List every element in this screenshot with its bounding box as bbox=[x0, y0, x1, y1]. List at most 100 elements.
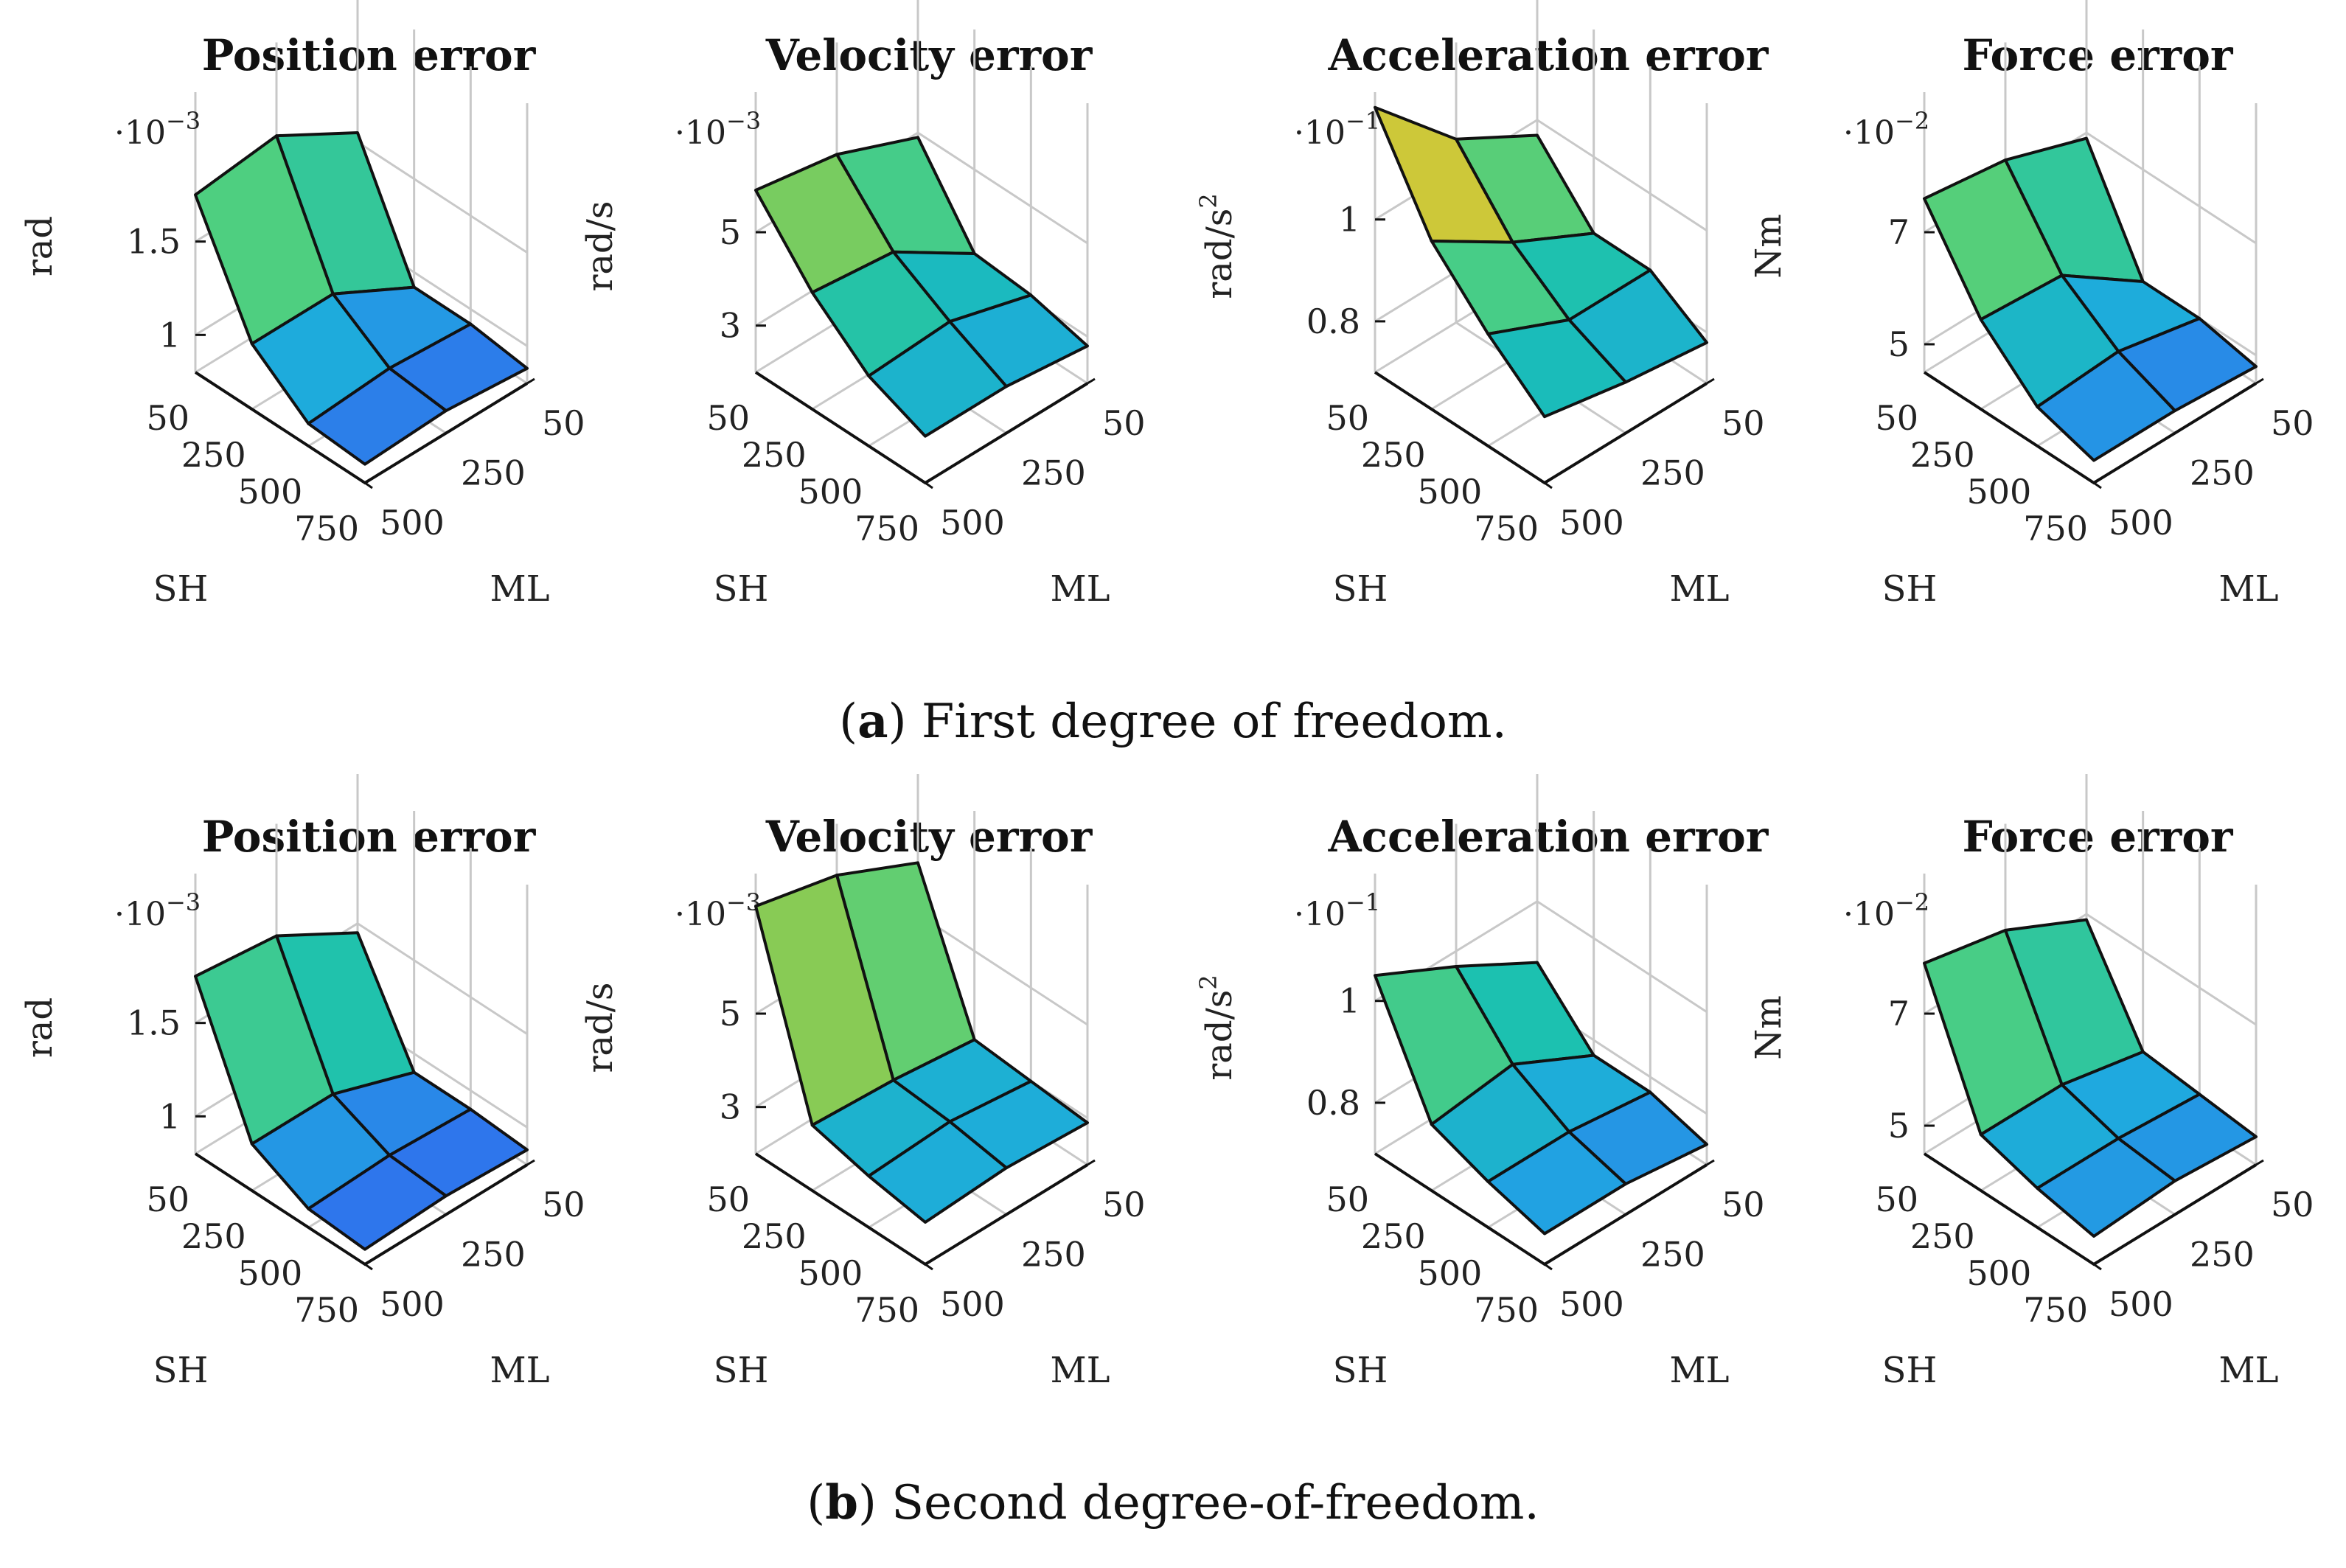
sh-tick-label: 250 bbox=[1910, 435, 1975, 475]
surface-patch bbox=[2036, 1137, 2176, 1238]
sh-tick-label: 750 bbox=[294, 509, 359, 548]
z-axis-label: rad/s bbox=[579, 201, 621, 291]
ml-axis-label: ML bbox=[1669, 1350, 1729, 1391]
z-label-text: rad/s bbox=[1199, 990, 1240, 1081]
ml-tick-mark bbox=[1544, 1258, 1553, 1266]
z-multiplier: ·10−2 bbox=[1843, 888, 1929, 933]
sh-axis-label: SH bbox=[153, 1350, 209, 1391]
z-tick-label: 0.8 bbox=[1306, 302, 1360, 341]
z-tick-label: 3 bbox=[720, 306, 741, 346]
ml-tick-mark bbox=[1706, 377, 1715, 385]
z-multiplier: ·10−3 bbox=[114, 107, 201, 152]
sh-tick-mark bbox=[1924, 1152, 1932, 1160]
ml-tick-label: 250 bbox=[1640, 1235, 1705, 1275]
z-tick-label: 1.5 bbox=[127, 1003, 181, 1043]
multiplier-exponent: −3 bbox=[166, 107, 201, 135]
caption-a-text: ) First degree of freedom. bbox=[888, 694, 1507, 749]
chart-title: Velocity error bbox=[765, 812, 1093, 862]
sh-tick-label: 50 bbox=[146, 398, 189, 438]
ml-tick-label: 500 bbox=[2109, 1284, 2173, 1324]
sh-tick-label: 500 bbox=[798, 1253, 863, 1293]
sh-tick-label: 50 bbox=[1875, 1180, 1918, 1219]
surface-patch bbox=[2036, 349, 2176, 462]
sh-tick-mark bbox=[1374, 371, 1383, 379]
surface-plot-a-2: Velocity error35·10−3rad/s50250500750SH5… bbox=[579, 0, 1146, 610]
plots-layer: Position error11.5·10−3rad50250500750SH5… bbox=[19, 0, 2314, 1391]
multiplier-base: ·10 bbox=[1294, 896, 1346, 933]
ml-tick-mark bbox=[364, 477, 373, 484]
ml-tick-label: 50 bbox=[2271, 403, 2314, 443]
sh-tick-label: 50 bbox=[1326, 1180, 1369, 1219]
multiplier-base: ·10 bbox=[675, 114, 726, 152]
ml-tick-mark bbox=[1006, 428, 1014, 434]
surface-plot-a-4: Force error57·10−2Nm50250500750SH5025050… bbox=[1748, 0, 2314, 610]
multiplier-base: ·10 bbox=[114, 114, 166, 152]
sh-tick-label: 750 bbox=[1474, 1290, 1539, 1330]
caption-b: (b) Second degree-of-freedom. bbox=[807, 1475, 1539, 1530]
surface-plot-b-2: Velocity error35·10−3rad/s50250500750SH5… bbox=[579, 774, 1146, 1391]
ml-tick-label: 500 bbox=[1559, 1284, 1624, 1324]
sh-tick-mark bbox=[1980, 408, 1989, 416]
sh-tick-label: 500 bbox=[1967, 472, 2032, 512]
ml-tick-mark bbox=[1706, 1159, 1715, 1166]
sh-tick-label: 750 bbox=[2023, 1290, 2088, 1330]
sh-tick-label: 50 bbox=[706, 398, 750, 438]
ml-tick-mark bbox=[445, 1209, 454, 1216]
multiplier-base: ·10 bbox=[1843, 114, 1895, 152]
multiplier-exponent: −3 bbox=[726, 888, 761, 916]
sh-tick-label: 50 bbox=[706, 1180, 750, 1219]
ml-tick-mark bbox=[925, 477, 933, 484]
ml-tick-label: 250 bbox=[461, 1235, 526, 1275]
z-multiplier: ·10−1 bbox=[1294, 107, 1380, 152]
surface-patch bbox=[867, 320, 1008, 438]
sh-tick-mark bbox=[811, 1189, 821, 1197]
ml-tick-label: 250 bbox=[1021, 453, 1086, 493]
sh-tick-mark bbox=[251, 408, 260, 416]
caption-b-text: ) Second degree-of-freedom. bbox=[858, 1476, 1539, 1530]
sh-tick-label: 750 bbox=[2023, 509, 2088, 548]
surface-plot-b-4: Force error57·10−2Nm50250500750SH5025050… bbox=[1748, 774, 2314, 1391]
multiplier-base: ·10 bbox=[1294, 114, 1346, 152]
ml-tick-label: 50 bbox=[1102, 1185, 1146, 1224]
ml-axis-label: ML bbox=[1669, 568, 1729, 610]
surface-plot-a-1: Position error11.5·10−3rad50250500750SH5… bbox=[19, 0, 585, 610]
ml-tick-mark bbox=[526, 1159, 535, 1166]
ml-axis-label: ML bbox=[1050, 568, 1110, 610]
sh-tick-mark bbox=[755, 371, 764, 379]
sh-axis-label: SH bbox=[714, 1350, 769, 1391]
ml-tick-label: 50 bbox=[542, 1185, 585, 1224]
surface-patch bbox=[307, 366, 448, 466]
ml-axis-label: ML bbox=[490, 568, 549, 610]
z-tick-label: 7 bbox=[1888, 212, 1910, 252]
sh-tick-label: 500 bbox=[1967, 1253, 2032, 1293]
z-tick-label: 5 bbox=[720, 212, 741, 252]
ml-tick-label: 50 bbox=[542, 403, 585, 443]
ml-tick-mark bbox=[2255, 377, 2264, 385]
surface-patch bbox=[867, 1120, 1008, 1224]
sh-tick-mark bbox=[2093, 1263, 2102, 1271]
sh-tick-label: 250 bbox=[181, 1216, 246, 1256]
surface-patch bbox=[1486, 1130, 1627, 1236]
z-tick-label: 1 bbox=[1339, 200, 1360, 240]
sh-tick-label: 50 bbox=[1326, 398, 1369, 438]
ml-tick-label: 250 bbox=[2190, 453, 2255, 493]
z-label-text: Nm bbox=[1748, 214, 1789, 279]
multiplier-exponent: −3 bbox=[166, 888, 201, 916]
multiplier-base: ·10 bbox=[114, 896, 166, 933]
sh-tick-label: 750 bbox=[854, 509, 919, 548]
sh-tick-mark bbox=[195, 371, 203, 379]
sh-axis-label: SH bbox=[1882, 1350, 1938, 1391]
chart-title: Acceleration error bbox=[1328, 30, 1769, 80]
sh-tick-mark bbox=[811, 408, 821, 416]
ml-tick-mark bbox=[1087, 377, 1096, 385]
caption-b-open: ( bbox=[807, 1476, 825, 1530]
sh-tick-label: 250 bbox=[1910, 1216, 1975, 1256]
caption-a-open: ( bbox=[839, 694, 857, 749]
z-axis-label: rad/s bbox=[579, 982, 621, 1073]
sh-tick-mark bbox=[1430, 408, 1440, 416]
surface-plot-b-1: Position error11.5·10−3rad50250500750SH5… bbox=[19, 774, 585, 1391]
sh-tick-mark bbox=[195, 1152, 203, 1160]
sh-axis-label: SH bbox=[1882, 568, 1938, 610]
z-label-text: rad bbox=[19, 216, 60, 276]
